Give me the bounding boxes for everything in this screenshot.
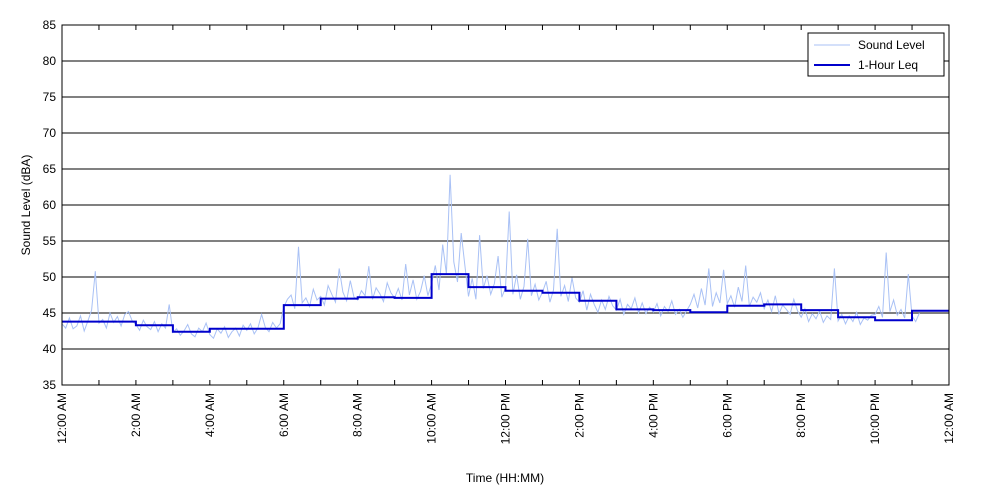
y-tick-label-45: 45	[43, 306, 57, 320]
series-line-sound-level	[61, 174, 920, 340]
x-tick-label-5: 10:00 AM	[425, 393, 439, 444]
x-axis-title: Time (HH:MM)	[466, 471, 544, 485]
x-tick-label-11: 10:00 PM	[868, 393, 882, 444]
x-axis-ticks	[98, 25, 913, 385]
y-tick-label-40: 40	[43, 342, 57, 356]
legend-box	[807, 32, 945, 77]
legend-label-1-hour-leq: 1-Hour Leq	[858, 58, 918, 72]
y-tick-label-70: 70	[43, 126, 57, 140]
x-axis-tick-labels: 12:00 AM 2:00 AM 4:00 AM 6:00 AM 8:00 AM 10:0…	[55, 393, 956, 444]
y-tick-label-85: 85	[43, 18, 57, 32]
x-tick-label-12: 12:00 AM	[942, 393, 956, 444]
x-tick-label-9: 6:00 PM	[720, 393, 734, 438]
y-tick-label-35: 35	[43, 378, 57, 392]
y-tick-label-60: 60	[43, 198, 57, 212]
series-line-1-hour-leq	[62, 273, 949, 333]
x-tick-label-1: 2:00 AM	[129, 393, 143, 437]
x-tick-label-10: 8:00 PM	[794, 393, 808, 438]
y-axis-tick-labels: 35 40 45 50 55 60 65 70 75 80 85	[43, 18, 57, 392]
plot-frame	[61, 24, 950, 386]
x-tick-label-4: 8:00 AM	[351, 393, 365, 437]
y-tick-label-75: 75	[43, 90, 57, 104]
y-axis-title: Sound Level (dBA)	[19, 155, 33, 256]
x-tick-label-2: 4:00 AM	[203, 393, 217, 437]
y-tick-label-55: 55	[43, 234, 57, 248]
y-tick-label-65: 65	[43, 162, 57, 176]
x-tick-label-3: 6:00 AM	[277, 393, 291, 437]
y-tick-label-80: 80	[43, 54, 57, 68]
x-tick-label-0: 12:00 AM	[55, 393, 69, 444]
x-tick-label-6: 12:00 PM	[499, 393, 513, 444]
y-tick-label-50: 50	[43, 270, 57, 284]
legend-label-sound-level: Sound Level	[858, 38, 925, 52]
x-tick-label-7: 2:00 PM	[572, 393, 586, 438]
series-layer	[61, 174, 949, 340]
legend: Sound Level 1-Hour Leq	[807, 32, 945, 77]
x-tick-label-8: 4:00 PM	[646, 393, 660, 438]
